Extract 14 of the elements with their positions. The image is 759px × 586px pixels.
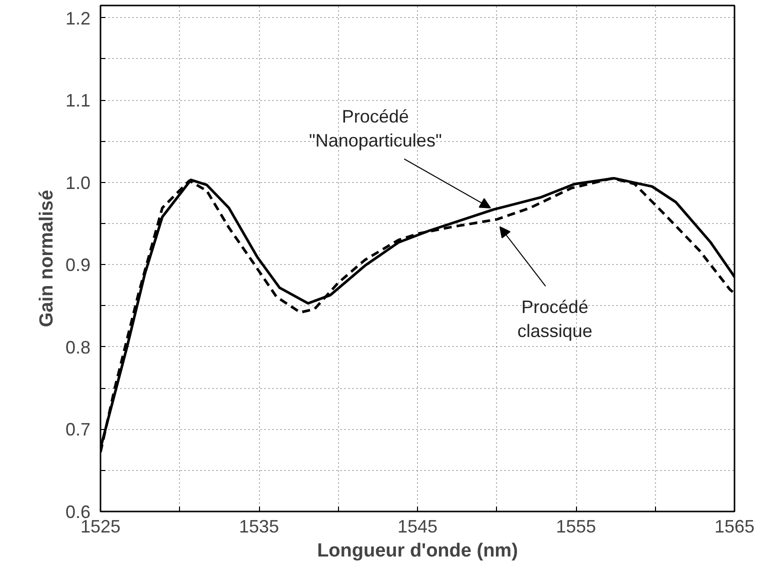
x-tick-label: 1545 — [397, 516, 438, 536]
x-tick-label: 1535 — [238, 516, 280, 536]
x-tick-label: 1555 — [556, 516, 596, 536]
y-tick-label: 0.7 — [65, 420, 91, 440]
y-tick-label: 1.2 — [65, 8, 91, 28]
y-tick-label: 1.1 — [65, 90, 91, 111]
y-tick-label: 1.0 — [65, 172, 91, 193]
y-tick-label: 0.8 — [65, 337, 91, 358]
y-axis-title: Gain normalisé — [36, 190, 58, 328]
annotation: Procédé classique — [517, 296, 592, 341]
y-tick-label: 0.9 — [65, 255, 91, 276]
x-tick-label: 1565 — [714, 516, 755, 536]
x-axis-title: Longueur d'onde (nm) — [317, 540, 518, 562]
annotation: Procédé "Nanoparticules" — [308, 106, 442, 150]
